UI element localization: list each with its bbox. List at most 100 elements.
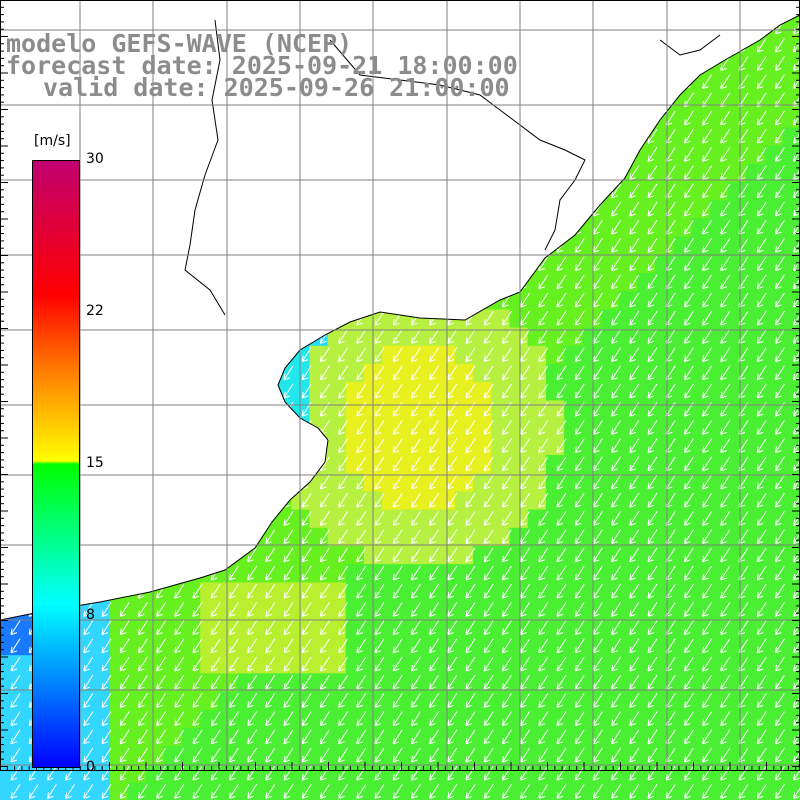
wind-arrow <box>192 765 203 781</box>
wind-speed-cell <box>0 764 19 784</box>
wind-arrow <box>210 365 221 381</box>
wind-speed-cell <box>709 691 729 711</box>
wind-speed-cell <box>109 291 128 310</box>
wind-arrow <box>338 747 349 763</box>
wind-speed-cell <box>564 72 583 92</box>
wind-arrow <box>447 565 458 581</box>
wind-speed-cell <box>509 382 529 401</box>
wind-speed-cell <box>0 673 19 693</box>
wind-arrow <box>556 656 567 672</box>
wind-speed-cell <box>655 345 674 365</box>
wind-speed-cell <box>236 273 256 292</box>
wind-arrow <box>192 438 203 454</box>
wind-speed-cell <box>109 637 128 656</box>
wind-speed-cell <box>182 473 201 492</box>
wind-arrow <box>101 747 112 763</box>
wind-speed-cell <box>691 546 711 565</box>
wind-arrow <box>210 474 221 490</box>
wind-arrow <box>301 711 312 727</box>
wind-speed-cell <box>236 746 256 765</box>
wind-speed-cell <box>291 309 310 329</box>
forecast-date: forecast date: 2025-09-21 18:00:00 <box>6 51 518 80</box>
wind-arrow <box>137 292 148 308</box>
wind-arrow <box>520 492 531 508</box>
wind-arrow <box>665 74 676 90</box>
wind-speed-cell <box>473 637 492 656</box>
wind-speed-cell <box>491 691 511 711</box>
wind-speed-cell <box>473 655 492 674</box>
wind-speed-cell <box>145 527 165 547</box>
wind-arrow <box>538 492 549 508</box>
wind-speed-cell <box>236 618 256 638</box>
wind-speed-cell <box>582 655 602 674</box>
wind-arrow <box>210 529 221 545</box>
wind-speed-cell <box>673 254 693 274</box>
wind-arrow <box>702 183 713 199</box>
wind-arrow <box>447 674 458 690</box>
wind-speed-cell <box>254 491 274 511</box>
wind-speed-cell <box>618 400 638 420</box>
wind-speed-cell <box>618 182 638 201</box>
wind-speed-cell <box>582 400 602 420</box>
wind-arrow <box>501 656 512 672</box>
wind-arrow <box>83 529 94 545</box>
wind-arrow <box>520 110 531 126</box>
wind-arrow <box>520 438 531 454</box>
wind-speed-cell <box>0 691 19 711</box>
wind-arrow <box>392 729 403 745</box>
wind-speed-cell <box>163 109 183 128</box>
wind-arrow <box>174 310 185 326</box>
wind-arrow <box>447 711 458 727</box>
wind-arrow <box>465 238 476 253</box>
wind-speed-cell <box>600 746 620 765</box>
wind-speed-cell <box>236 527 256 547</box>
wind-speed-cell <box>709 364 729 383</box>
wind-speed-cell <box>600 182 620 201</box>
wind-arrow <box>720 365 731 381</box>
wind-arrow <box>192 310 203 326</box>
wind-speed-cell <box>236 564 256 583</box>
wind-arrow <box>501 238 512 253</box>
wind-arrow <box>265 310 276 326</box>
wind-speed-cell <box>382 491 401 511</box>
wind-arrow <box>265 420 276 435</box>
wind-arrow <box>10 147 21 162</box>
wind-speed-cell <box>546 709 565 729</box>
wind-speed-cell <box>491 564 511 583</box>
wind-arrow <box>83 711 94 727</box>
wind-arrow <box>774 128 785 144</box>
wind-arrow <box>429 511 440 526</box>
wind-arrow <box>174 547 185 563</box>
wind-speed-cell <box>455 18 474 37</box>
wind-arrow <box>793 274 800 290</box>
wind-arrow <box>702 547 713 563</box>
wind-speed-cell <box>0 254 19 274</box>
wind-speed-cell <box>418 673 438 693</box>
wind-speed-cell <box>527 364 547 383</box>
wind-arrow <box>720 147 731 162</box>
wind-speed-cell <box>491 218 511 238</box>
wind-arrow <box>629 420 640 435</box>
wind-speed-cell <box>509 309 529 329</box>
wind-speed-cell <box>655 327 674 347</box>
wind-arrow <box>556 329 567 344</box>
wind-speed-cell <box>473 145 492 165</box>
wind-speed-cell <box>36 109 56 128</box>
wind-speed-cell <box>600 382 620 401</box>
wind-arrow <box>501 474 512 490</box>
wind-speed-cell <box>600 709 620 729</box>
wind-arrow <box>247 110 258 126</box>
wind-speed-cell <box>746 145 765 165</box>
wind-arrow <box>265 128 276 144</box>
wind-arrow <box>283 583 294 599</box>
wind-arrow <box>520 674 531 690</box>
wind-arrow <box>592 292 603 308</box>
wind-speed-cell <box>637 327 656 347</box>
wind-arrow <box>119 365 130 381</box>
wind-speed-cell <box>673 546 693 565</box>
wind-arrow <box>465 547 476 563</box>
wind-speed-cell <box>236 491 256 511</box>
wind-arrow <box>556 74 567 90</box>
wind-speed-cell <box>709 673 729 693</box>
wind-speed-cell <box>418 327 438 347</box>
